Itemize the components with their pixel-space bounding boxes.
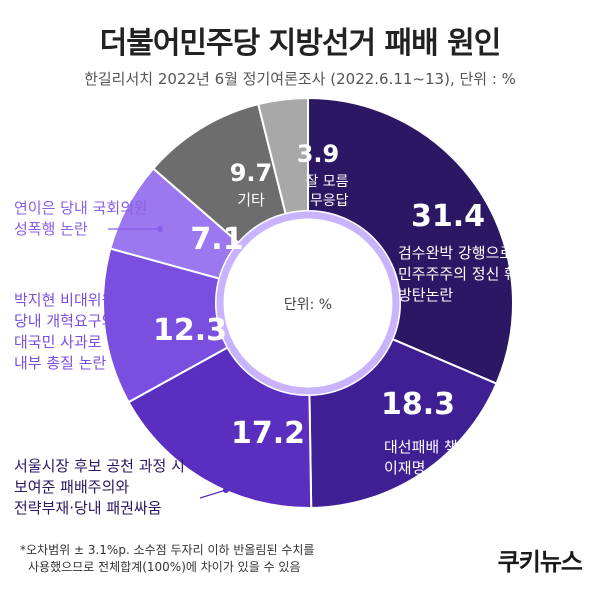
footnote-line: 사용했으므로 전체합계(100%)에 차이가 있을 수 있음 [28,560,301,574]
slice-value-5: 9.7 [230,159,273,187]
footnote: *오차범위 ± 3.1%p. 소수점 두자리 이하 반올림된 수치를 사용했으므… [20,542,314,576]
leader-slice-3-dot [155,371,161,377]
center-label: 단위: % [284,297,332,313]
callout-line: 연이은 당내 국회의원 [14,199,148,217]
pie-slice-6 [257,96,309,215]
slice-label-1: 이재명, 송영길 선거출마 [384,459,537,477]
slice-value-4: 7.1 [190,222,243,257]
leader-slice-2-dot [223,487,229,493]
slice-value-2: 17.2 [231,416,305,451]
leader-slice-2-line [199,489,227,499]
slice-value-3: 12.3 [153,313,227,348]
chart-title: 더불어민주당 지방선거 패배 원인 [99,26,502,61]
slice-value-6: 3.9 [297,140,340,168]
callout-line: 당내 개혁요구와 [14,312,116,330]
pie-slice-1 [308,337,498,509]
slice-label-6: 잘 모름 [305,174,348,190]
pie-slice-2 [127,346,313,509]
inner-ring [216,211,400,395]
footnote-line: *오차범위 ± 3.1%p. 소수점 두자리 이하 반올림된 수치를 [20,543,315,557]
brand-logo: 쿠키뉴스 [497,548,583,576]
chart-subtitle: 한길리서치 2022년 6월 정기여론조사 (2022.6.11~13), 단위… [84,70,516,88]
slice-label-6: ·무응답 [305,193,348,209]
callout-line: 서울시장 후보 공천 과정 시 [14,457,185,475]
slice-label-0: 민주주주의 정신 훼손· [398,265,537,283]
callout-slice-2: 서울시장 후보 공천 과정 시 보여준 패배주의와 전략부재·당내 패권싸움 [14,456,185,519]
callout-line: 대국민 사과로 인한 [14,333,134,351]
slice-value-0: 31.4 [411,199,485,234]
slice-label-0: 방탄논란 [398,286,453,304]
slice-label-1: 대선패배 책임져야 할 [384,438,518,456]
callout-line: 성폭행 논란 [14,220,88,238]
slice-value-1: 18.3 [381,387,455,422]
slice-label-0: 검수완박 강행으로 [398,244,513,262]
slice-label-5: 기타 [237,191,265,209]
callout-line: 내부 총질 논란 [14,354,107,372]
callout-slice-3: 박지현 비대위원장 당내 개혁요구와 대국민 사과로 인한 내부 총질 논란 [14,290,134,374]
callout-line: 보여준 패배주의와 [14,478,130,496]
pie-slice-0 [307,96,514,385]
leader-slice-4-dot [157,226,163,232]
callout-line: 박지현 비대위원장 [14,291,130,309]
pie-slice-3 [102,247,229,404]
center-hole [228,223,388,383]
callout-line: 전략부재·당내 패권싸움 [14,499,162,517]
callout-slice-4: 연이은 당내 국회의원 성폭행 논란 [14,198,148,240]
